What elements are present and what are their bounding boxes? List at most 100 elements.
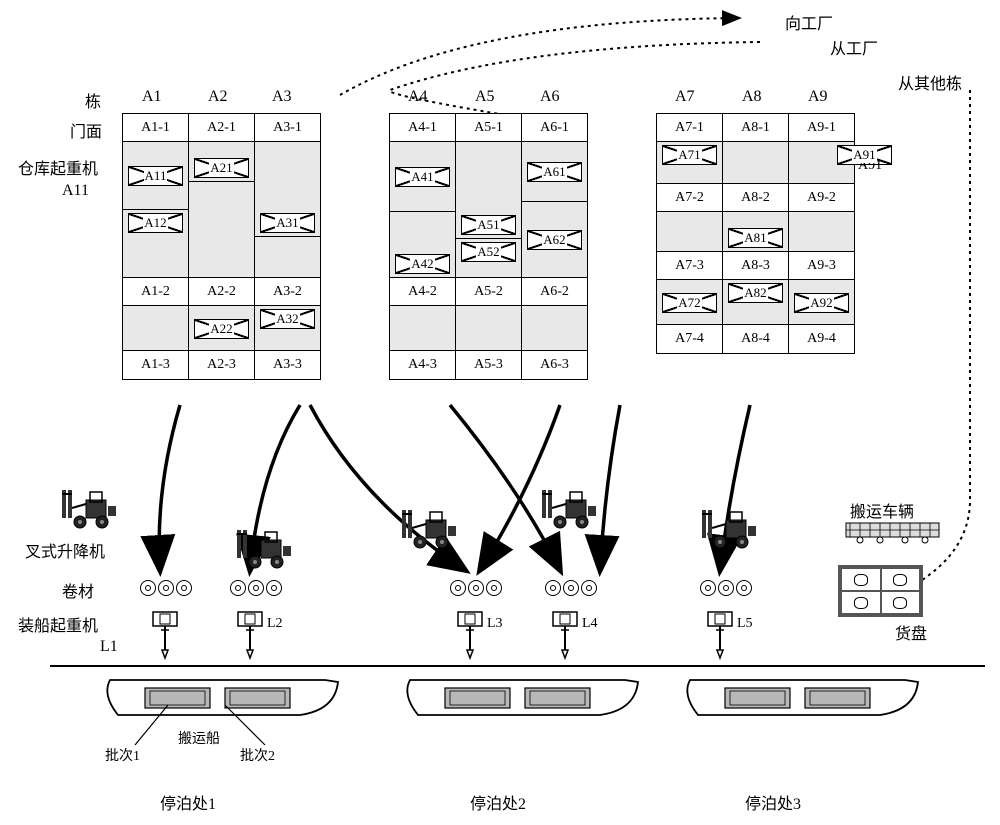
crane-space: A41 bbox=[390, 142, 455, 212]
crane-space: A12 bbox=[123, 210, 188, 278]
crane-space: A61 bbox=[522, 142, 587, 202]
ship-crane-L4 bbox=[550, 610, 580, 660]
crane-space: A91 bbox=[789, 142, 854, 184]
crane-A62: A62 bbox=[527, 230, 582, 250]
crane-space: A72 bbox=[657, 280, 722, 325]
from-factory-label: 从工厂 bbox=[830, 35, 878, 59]
crane-A61: A61 bbox=[527, 162, 582, 182]
crane-space bbox=[657, 212, 722, 252]
crane-space: A21 bbox=[189, 142, 254, 182]
cell-A4-1: A4-1 bbox=[390, 114, 455, 142]
cell-A5-1: A5-1 bbox=[456, 114, 521, 142]
col-header-A3: A3 bbox=[272, 88, 292, 106]
crane-A32: A32 bbox=[260, 309, 315, 329]
col-header-A1: A1 bbox=[142, 88, 162, 106]
crane-a11-label: A11 bbox=[62, 182, 89, 200]
crane-A11: A11 bbox=[128, 166, 183, 186]
crane-label-L2: L2 bbox=[267, 616, 283, 632]
cell-A9-4: A9-4 bbox=[789, 325, 854, 353]
crane-space bbox=[123, 306, 188, 351]
water-line bbox=[50, 665, 985, 667]
crane-space: A82 bbox=[723, 280, 788, 325]
crane-space bbox=[390, 306, 455, 351]
forklift-3 bbox=[400, 510, 460, 550]
cell-A1-3: A1-3 bbox=[123, 351, 188, 379]
ship-1 bbox=[100, 670, 340, 725]
cell-A4-3: A4-3 bbox=[390, 351, 455, 379]
cell-A3-1: A3-1 bbox=[255, 114, 320, 142]
cell-A6-3: A6-3 bbox=[522, 351, 587, 379]
crane-A82: A82 bbox=[728, 283, 783, 303]
coil-group-1 bbox=[140, 580, 192, 596]
crane-space: A31 bbox=[255, 142, 320, 237]
col-header-A6: A6 bbox=[540, 88, 560, 106]
forklift-5 bbox=[700, 510, 760, 550]
crane-space: A11 bbox=[123, 142, 188, 210]
cell-A8-1: A8-1 bbox=[723, 114, 788, 142]
forklift-label: 叉式升降机 bbox=[25, 538, 105, 562]
batch2-label: 批次2 bbox=[240, 745, 275, 765]
coil-group-5 bbox=[700, 580, 752, 596]
crane-A52: A52 bbox=[461, 242, 516, 262]
ship-crane-label: 装船起重机 bbox=[18, 612, 98, 636]
cell-A7-3: A7-3 bbox=[657, 252, 722, 280]
cell-A2-2: A2-2 bbox=[189, 278, 254, 306]
crane-space: A52 bbox=[456, 239, 521, 278]
crane-label-L5: L5 bbox=[737, 616, 753, 632]
crane-space bbox=[723, 142, 788, 184]
crane-space: A22 bbox=[189, 306, 254, 351]
ship-crane-L3 bbox=[455, 610, 485, 660]
col-header-A4: A4 bbox=[408, 88, 428, 106]
coil-label: 卷材 bbox=[62, 578, 94, 602]
ship-2 bbox=[400, 670, 640, 725]
forklift-1 bbox=[60, 490, 120, 530]
cell-A9-2: A9-2 bbox=[789, 184, 854, 212]
facade-label: 门面 bbox=[70, 118, 102, 142]
ship-crane-L1 bbox=[150, 610, 180, 660]
crane-A81: A81 bbox=[728, 228, 783, 248]
crane-space: A92 bbox=[789, 280, 854, 325]
col-header-A2: A2 bbox=[208, 88, 228, 106]
coil-group-4 bbox=[545, 580, 597, 596]
cell-A1-1: A1-1 bbox=[123, 114, 188, 142]
building-label: 栋 bbox=[85, 88, 101, 112]
crane-A42: A42 bbox=[395, 254, 450, 274]
crane-space bbox=[789, 212, 854, 252]
l1-label: L1 bbox=[100, 638, 118, 656]
crane-space: A51 bbox=[456, 142, 521, 239]
ship-crane-L5 bbox=[705, 610, 735, 660]
crane-space bbox=[189, 182, 254, 278]
cell-A8-4: A8-4 bbox=[723, 325, 788, 353]
to-factory-label: 向工厂 bbox=[785, 10, 833, 34]
from-other-label: 从其他栋 bbox=[898, 70, 962, 94]
transport-vehicle-label: 搬运车辆 bbox=[850, 498, 914, 522]
cell-A5-2: A5-2 bbox=[456, 278, 521, 306]
crane-A91: A91 bbox=[837, 145, 892, 165]
ship-crane-L2 bbox=[235, 610, 265, 660]
crane-A51: A51 bbox=[461, 215, 516, 235]
cell-A7-4: A7-4 bbox=[657, 325, 722, 353]
crane-A71: A71 bbox=[662, 145, 717, 165]
col-header-A5: A5 bbox=[475, 88, 495, 106]
crane-space: A32 bbox=[255, 306, 320, 351]
cell-A6-1: A6-1 bbox=[522, 114, 587, 142]
cell-A1-2: A1-2 bbox=[123, 278, 188, 306]
crane-A92: A92 bbox=[794, 293, 849, 313]
forklift-4 bbox=[540, 490, 600, 530]
cell-A9-3: A9-3 bbox=[789, 252, 854, 280]
berth1-label: 停泊处1 bbox=[160, 790, 216, 814]
crane-A22: A22 bbox=[194, 319, 249, 339]
crane-space bbox=[456, 306, 521, 351]
cell-A7-1: A7-1 bbox=[657, 114, 722, 142]
cell-A7-2: A7-2 bbox=[657, 184, 722, 212]
forklift-2 bbox=[235, 530, 295, 570]
transport-vehicle bbox=[845, 522, 940, 544]
berth2-label: 停泊处2 bbox=[470, 790, 526, 814]
col-header-A7: A7 bbox=[675, 88, 695, 106]
pallet-label: 货盘 bbox=[895, 620, 927, 644]
berth3-label: 停泊处3 bbox=[745, 790, 801, 814]
col-header-A9: A9 bbox=[808, 88, 828, 106]
coil-group-3 bbox=[450, 580, 502, 596]
warehouse-group-g3: A7-1A71A7-2A7-3A72A7-4A8-1A8-2A81A8-3A82… bbox=[656, 113, 855, 354]
cell-A6-2: A6-2 bbox=[522, 278, 587, 306]
